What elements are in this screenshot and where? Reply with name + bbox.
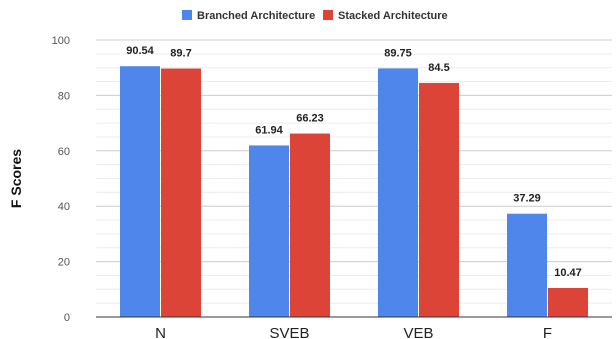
- data-label: 10.47: [554, 267, 582, 279]
- data-label: 90.54: [126, 45, 154, 57]
- legend-label-branched: Branched Architecture: [197, 10, 315, 22]
- y-axis-ticks: 0 20 40 60 80 100: [52, 35, 70, 324]
- legend-swatch-stacked: [323, 10, 333, 20]
- bar-sveb-stacked: [290, 133, 330, 317]
- y-tick-label: 60: [58, 146, 70, 158]
- x-axis: N SVEB VEB F: [96, 316, 612, 339]
- bar-veb-branched: [378, 68, 418, 317]
- y-tick-label: 100: [52, 35, 70, 47]
- legend-swatch-branched: [182, 10, 192, 20]
- data-label: 37.29: [513, 193, 541, 205]
- data-label: 66.23: [296, 113, 324, 125]
- data-label: 61.94: [255, 124, 283, 136]
- x-tick-label: SVEB: [269, 325, 309, 339]
- bar-n-branched: [120, 66, 160, 318]
- legend: Branched Architecture Stacked Architectur…: [182, 10, 448, 22]
- y-axis-title: F Scores: [8, 149, 24, 208]
- x-tick-label: F: [543, 325, 552, 339]
- y-tick-label: 80: [58, 90, 70, 102]
- y-tick-label: 20: [58, 257, 70, 269]
- data-label: 89.7: [170, 48, 191, 60]
- data-labels: 90.54 89.7 61.94 66.23 89.75 84.5 37.29 10.47: [126, 45, 582, 279]
- y-tick-label: 40: [58, 201, 70, 213]
- data-label: 84.5: [428, 62, 449, 74]
- x-tick-label: VEB: [403, 325, 433, 339]
- data-label: 89.75: [384, 47, 412, 59]
- legend-label-stacked: Stacked Architecture: [338, 10, 448, 22]
- bar-n-stacked: [161, 68, 201, 317]
- bar-sveb-branched: [249, 145, 289, 317]
- x-tick-label: N: [155, 325, 166, 339]
- bar-f-stacked: [548, 287, 588, 317]
- bars: [120, 66, 588, 318]
- bar-f-branched: [507, 213, 547, 317]
- bar-veb-stacked: [419, 82, 459, 317]
- y-tick-label: 0: [64, 312, 70, 324]
